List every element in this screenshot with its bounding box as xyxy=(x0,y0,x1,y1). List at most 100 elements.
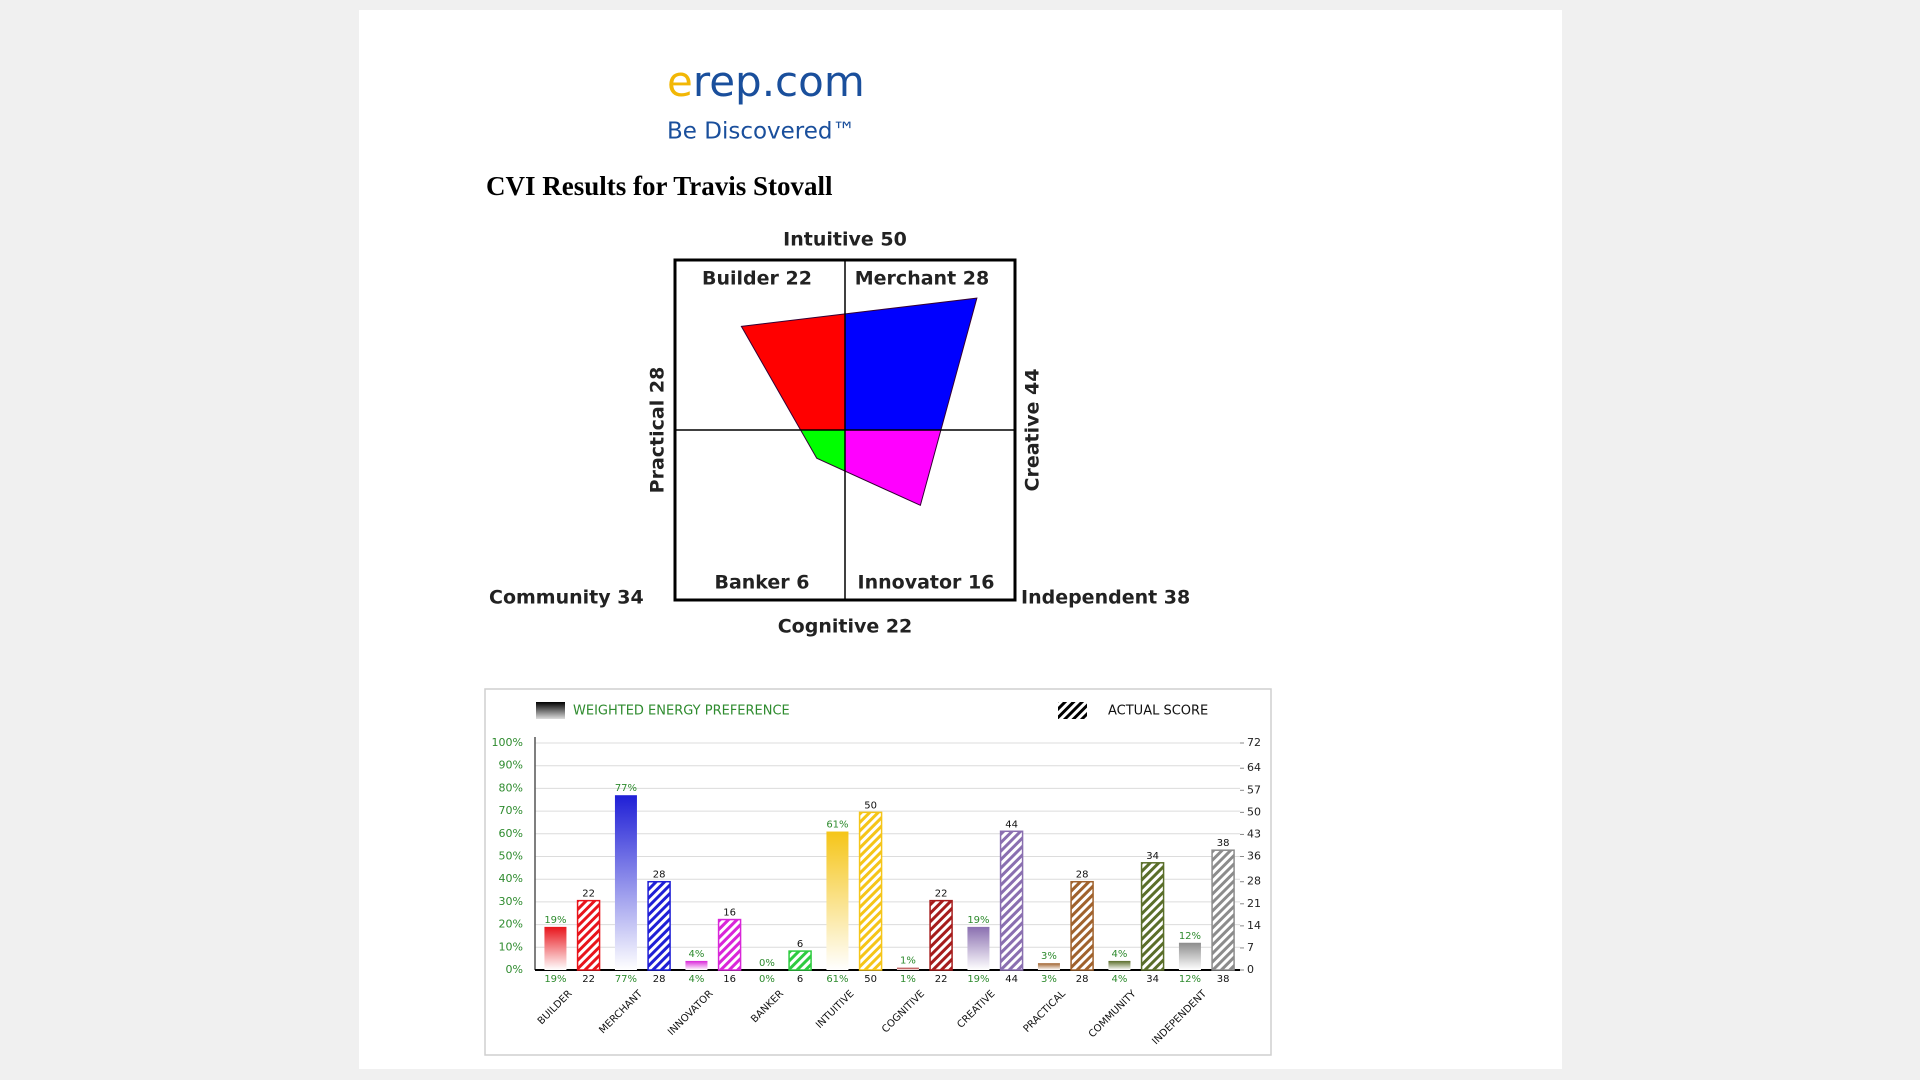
axis-label: Intuitive 50 xyxy=(783,229,907,251)
axis-label: Creative 44 xyxy=(1022,369,1044,492)
y2-tick-label: 7 xyxy=(1247,941,1254,954)
bar-value-label: 28 xyxy=(653,870,666,881)
bar-value-label: 77% xyxy=(615,783,637,794)
bar-value-label: 44 xyxy=(1005,819,1018,830)
bar-axis-label: 61% xyxy=(826,974,848,985)
y-tick-label: 0% xyxy=(506,963,523,976)
score-bar xyxy=(1140,862,1165,971)
y-tick-label: 20% xyxy=(499,918,523,931)
bar-value-label: 22 xyxy=(582,889,595,900)
bar-axis-label: 19% xyxy=(544,974,566,985)
preference-bar xyxy=(896,967,919,970)
y2-tick-label: 72 xyxy=(1247,736,1261,749)
bar-value-label: 16 xyxy=(723,908,736,919)
bar-axis-label: 22 xyxy=(582,974,595,985)
legend-label: ACTUAL SCORE xyxy=(1108,704,1208,719)
y2-tick-label: 21 xyxy=(1247,897,1261,910)
axis-label: Practical 28 xyxy=(647,367,669,494)
preference-bar xyxy=(826,831,849,970)
axis-label: Independent 38 xyxy=(1021,587,1190,609)
bar-value-label: 22 xyxy=(935,889,948,900)
preference-bar xyxy=(544,926,567,970)
score-bar xyxy=(929,899,953,971)
bar-value-label: 61% xyxy=(826,820,848,831)
bar-value-label: 6 xyxy=(797,939,803,950)
y-tick-label: 60% xyxy=(499,827,523,840)
axis-label: Cognitive 22 xyxy=(778,616,913,638)
y-tick-label: 50% xyxy=(499,850,523,863)
y2-tick-label: 64 xyxy=(1247,761,1261,774)
logo: erep.com xyxy=(667,57,865,106)
bar-axis-label: 4% xyxy=(1112,974,1128,985)
tagline: Be Discovered™ xyxy=(667,119,856,145)
bar-axis-label: 3% xyxy=(1041,974,1057,985)
bar-value-label: 38 xyxy=(1217,838,1230,849)
legend-label: WEIGHTED ENERGY PREFERENCE xyxy=(573,704,790,719)
quadrant-area xyxy=(845,298,977,430)
bar-axis-label: 28 xyxy=(1076,974,1089,985)
legend-swatch xyxy=(1058,702,1087,719)
score-bar xyxy=(1211,849,1235,971)
bar-axis-label: 12% xyxy=(1179,974,1201,985)
bar-axis-label: 34 xyxy=(1146,974,1159,985)
bar-value-label: 3% xyxy=(1041,951,1057,962)
axis-label: Community 34 xyxy=(489,587,644,609)
y-tick-label: 90% xyxy=(499,759,523,772)
y2-tick-label: 57 xyxy=(1247,783,1261,796)
bar-axis-label: 44 xyxy=(1005,974,1018,985)
quadrant-frame xyxy=(673,258,1017,602)
quadrant-label: Innovator 16 xyxy=(858,572,995,594)
y2-tick-label: 0 xyxy=(1247,963,1254,976)
score-bar xyxy=(1070,880,1094,971)
page-title: CVI Results for Travis Stovall xyxy=(486,171,833,201)
y-tick-label: 70% xyxy=(499,804,523,817)
quadrant-area xyxy=(741,313,845,430)
logo-mark: e xyxy=(667,57,693,106)
bar-value-label: 19% xyxy=(544,915,566,926)
bar-value-label: 34 xyxy=(1146,851,1159,862)
bar-axis-label: 38 xyxy=(1217,974,1230,985)
quadrant-label: Builder 22 xyxy=(702,268,812,290)
score-bar xyxy=(717,918,742,971)
quadrant-area xyxy=(800,430,845,472)
bar-axis-label: 0% xyxy=(759,974,775,985)
preference-bar xyxy=(1178,942,1201,970)
logo-text: rep.com xyxy=(693,57,865,106)
bar-value-label: 19% xyxy=(967,915,989,926)
score-bar xyxy=(647,880,671,971)
bar-value-label: 50 xyxy=(864,800,877,811)
y-tick-label: 100% xyxy=(492,736,523,749)
y2-tick-label: 50 xyxy=(1247,805,1261,818)
score-bar xyxy=(858,811,883,971)
bar-axis-label: 22 xyxy=(935,974,948,985)
y2-tick-label: 43 xyxy=(1247,827,1261,840)
polygon-outline xyxy=(740,297,978,507)
preference-bar xyxy=(614,795,637,970)
bar-axis-label: 77% xyxy=(615,974,637,985)
quadrant-label: Merchant 28 xyxy=(855,268,989,290)
legend-swatch xyxy=(536,702,565,719)
y2-tick-label: 28 xyxy=(1247,875,1261,888)
y2-tick-label: 36 xyxy=(1247,850,1261,863)
bar-value-label: 28 xyxy=(1076,870,1089,881)
preference-bar xyxy=(1108,960,1131,970)
y-tick-label: 40% xyxy=(499,872,523,885)
preference-bar xyxy=(1037,963,1060,970)
score-bar xyxy=(999,830,1024,971)
bar-value-label: 1% xyxy=(900,956,916,967)
bar-axis-label: 1% xyxy=(900,974,916,985)
y2-tick-label: 14 xyxy=(1247,919,1261,932)
bar-value-label: 4% xyxy=(1112,949,1128,960)
bar-axis-label: 28 xyxy=(653,974,666,985)
bar-value-label: 0% xyxy=(759,958,775,969)
y-tick-label: 30% xyxy=(499,895,523,908)
y-tick-label: 80% xyxy=(499,781,523,794)
bar-value-label: 4% xyxy=(689,949,705,960)
bar-axis-label: 19% xyxy=(967,974,989,985)
bar-value-label: 12% xyxy=(1179,931,1201,942)
preference-bar xyxy=(685,960,708,970)
y-tick-label: 10% xyxy=(499,940,523,953)
bar-axis-label: 6 xyxy=(797,974,803,985)
